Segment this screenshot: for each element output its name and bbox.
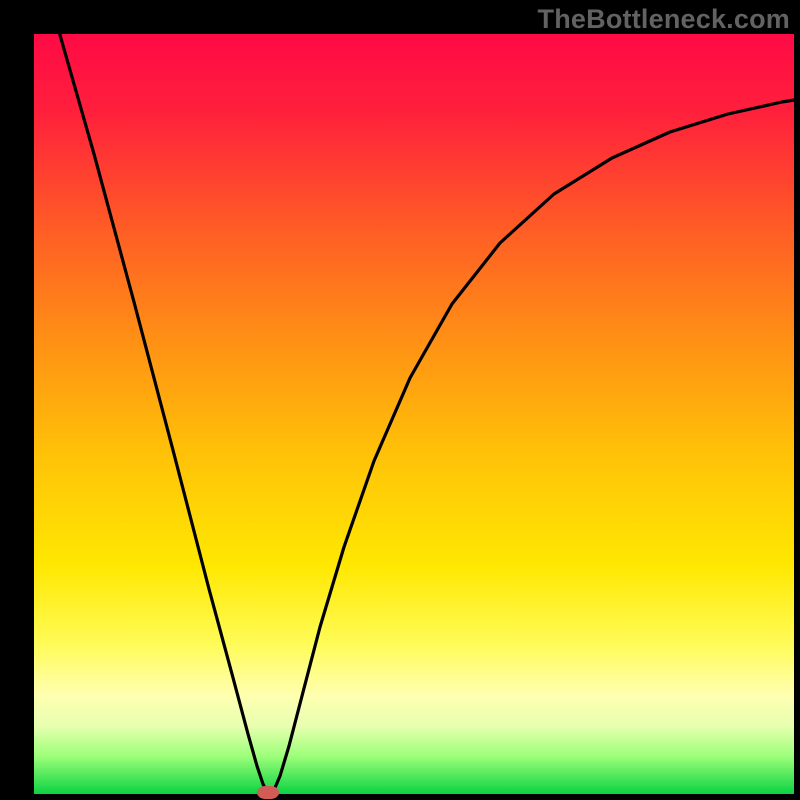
- watermark-text: TheBottleneck.com: [538, 4, 790, 35]
- curve-path: [54, 14, 794, 794]
- bottleneck-curve: [34, 34, 794, 794]
- optimum-marker: [257, 786, 279, 799]
